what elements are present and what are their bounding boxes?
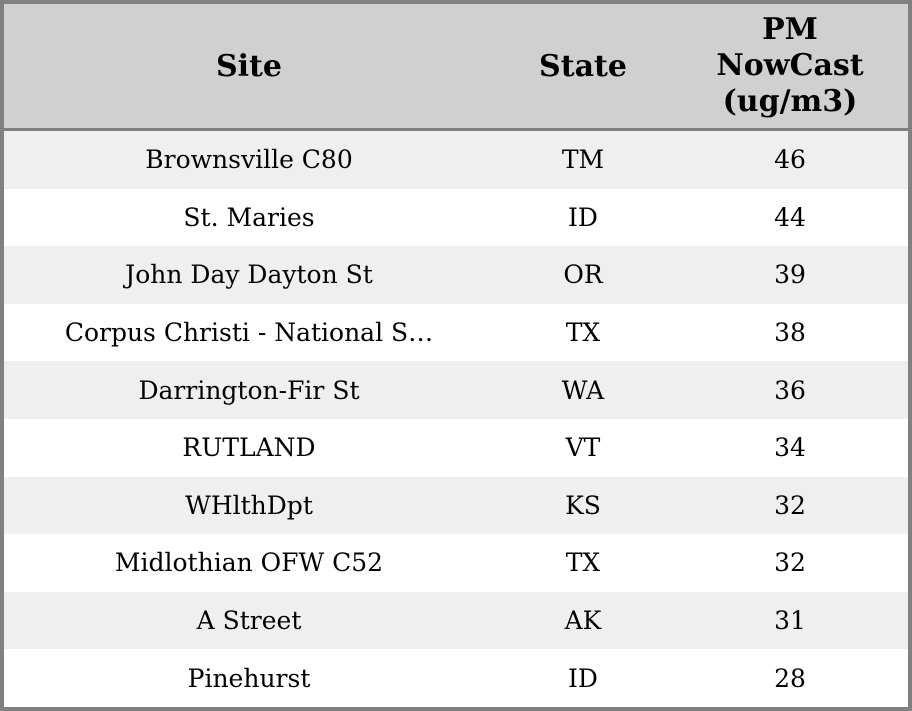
cell-pm: 32: [774, 548, 806, 578]
cell-pm: 38: [774, 318, 806, 348]
table-row: Pinehurst ID 28: [4, 649, 908, 707]
column-header-state: State: [539, 48, 627, 84]
table-row: St. Maries ID 44: [4, 188, 908, 247]
cell-pm: 36: [774, 375, 806, 405]
cell-site: Brownsville C80: [145, 145, 353, 175]
cell-state: TX: [565, 318, 601, 348]
cell-pm: 32: [774, 490, 806, 520]
cell-site: RUTLAND: [182, 433, 316, 463]
cell-pm: 28: [774, 663, 806, 693]
table-header-row: Site State PM NowCast (ug/m3): [4, 4, 908, 131]
cell-state: WA: [561, 375, 605, 405]
column-header-pm-nowcast: PM NowCast (ug/m3): [716, 12, 864, 119]
cell-pm: 34: [774, 433, 806, 463]
cell-state: TM: [561, 145, 605, 175]
table-row: John Day Dayton St OR 39: [4, 246, 908, 304]
cell-state: VT: [565, 433, 601, 463]
cell-state: AK: [564, 606, 602, 636]
cell-site: A Street: [196, 606, 302, 636]
table-row: Corpus Christi - National S… TX 38: [4, 303, 908, 362]
cell-site: Pinehurst: [187, 663, 311, 693]
column-header-site: Site: [215, 48, 282, 84]
cell-state: OR: [563, 260, 603, 290]
cell-pm: 44: [774, 202, 806, 232]
table-row: Midlothian OFW C52 TX 32: [4, 534, 908, 592]
cell-site: St. Maries: [183, 202, 315, 232]
cell-site: Midlothian OFW C52: [114, 548, 384, 578]
table-row: RUTLAND VT 34: [4, 418, 908, 477]
cell-state: ID: [568, 663, 598, 693]
cell-site: John Day Dayton St: [125, 260, 373, 290]
table-row: WHlthDpt KS 32: [4, 476, 908, 535]
table-row: Brownsville C80 TM 46: [4, 131, 908, 189]
table-body: Brownsville C80 TM 46 St. Maries ID 44 J…: [4, 131, 908, 707]
cell-state: TX: [565, 548, 601, 578]
cell-state: ID: [568, 202, 598, 232]
cell-pm: 46: [774, 145, 806, 175]
cell-pm: 31: [774, 606, 806, 636]
cell-site: Corpus Christi - National S…: [64, 318, 434, 348]
cell-state: KS: [565, 490, 601, 520]
cell-site: WHlthDpt: [185, 490, 313, 520]
table-row: Darrington-Fir St WA 36: [4, 361, 908, 419]
cell-site: Darrington-Fir St: [138, 375, 360, 405]
cell-pm: 39: [774, 260, 806, 290]
table-row: A Street AK 31: [4, 591, 908, 650]
